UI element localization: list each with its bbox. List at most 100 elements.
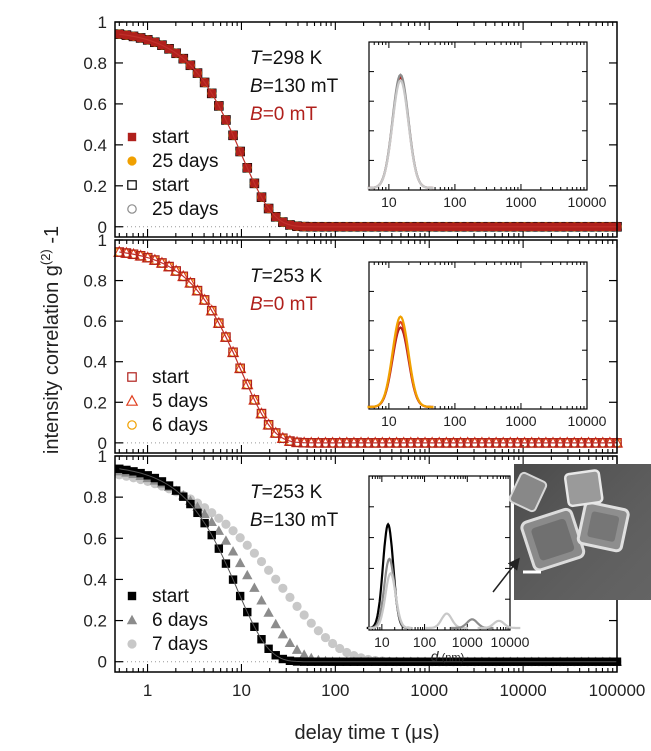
- legend-label: 25 days: [152, 199, 219, 220]
- legend-label: start: [152, 175, 190, 196]
- panel-3: 0 0.2 0.4 0.6 0.8 1 T=253 K B=130 mT start 6 days…: [83, 447, 645, 700]
- data-point: [150, 255, 160, 265]
- sem-micrograph-image: [508, 464, 651, 600]
- annotation-text: T=298 K: [250, 48, 323, 69]
- data-point: [291, 644, 303, 654]
- y-axis-title-main: intensity correlation g: [41, 265, 63, 454]
- y-tick-label: 0.8: [83, 488, 107, 507]
- legend-marker: [127, 420, 137, 430]
- inset-peak: [367, 315, 434, 409]
- annotation-text: B=0 mT: [250, 294, 317, 315]
- data-point: [284, 637, 296, 648]
- data-point: [220, 535, 232, 545]
- data-point: [306, 618, 316, 628]
- legend-label: start: [152, 367, 190, 388]
- annotation-value: =253 K: [262, 266, 323, 287]
- y-tick-label: 0.4: [83, 136, 107, 155]
- annotation-value: =253 K: [262, 482, 323, 503]
- annotation-value: =0 mT: [263, 294, 318, 315]
- y-tick-label: 0.2: [83, 177, 107, 196]
- annotation-text: B=130 mT: [250, 76, 339, 97]
- inset-peak: [367, 78, 434, 190]
- data-point: [213, 525, 225, 535]
- annotation-variable: B: [250, 510, 263, 531]
- data-point: [292, 601, 302, 611]
- inset-x-axis-title: d (nm): [431, 648, 464, 664]
- inset-x-tick-label: 100: [443, 194, 467, 210]
- y-tick-label: 1: [98, 13, 107, 32]
- data-point: [227, 546, 239, 556]
- x-tick-label: 100000: [589, 681, 646, 700]
- series-start: [115, 464, 622, 666]
- data-point: [263, 419, 274, 430]
- data-point: [270, 428, 281, 438]
- data-point: [264, 565, 274, 575]
- inset-x-tick-label: 10: [374, 634, 390, 650]
- annotation-text: T=253 K: [250, 482, 323, 503]
- y-tick-label: 0: [98, 218, 107, 237]
- inset-x-tick-label: 100: [413, 634, 437, 650]
- y-tick-label: 0.2: [83, 393, 107, 412]
- series-start: [115, 29, 622, 231]
- annotation-variable: B: [250, 104, 263, 125]
- data-point: [115, 29, 124, 39]
- inset-frame: [368, 261, 588, 410]
- y-tick-label: 1: [98, 231, 107, 250]
- fit-line: [119, 468, 617, 663]
- annotation-value: =130 mT: [263, 510, 339, 531]
- y-tick-label: 1: [98, 447, 107, 466]
- legend-marker: [127, 180, 137, 190]
- data-point: [178, 271, 189, 282]
- legend-label: start: [152, 586, 190, 607]
- data-point: [335, 643, 345, 654]
- x-tick-label: 100: [321, 681, 349, 700]
- annotation-variable: T: [250, 266, 263, 287]
- y-tick-label: 0: [98, 434, 107, 453]
- annotation-value: =130 mT: [263, 76, 339, 97]
- data-point: [235, 533, 245, 543]
- data-point: [256, 408, 267, 419]
- legend-marker: [127, 132, 137, 142]
- data-point: [234, 557, 246, 568]
- inset-x-tick-label: 1000: [505, 194, 536, 210]
- annotation-value: =0 mT: [263, 104, 318, 125]
- panels: 00.20.40.60.81T=298 KB=130 mTB=0 mTstart…: [83, 13, 645, 700]
- x-tick-label: 10: [232, 681, 251, 700]
- legend-marker: [126, 614, 138, 625]
- inset-frame: [368, 41, 588, 191]
- x-tick-label: 1: [143, 681, 152, 700]
- inset-x-tick-label: 1000: [505, 413, 536, 429]
- data-point: [128, 249, 139, 260]
- y-tick-label: 0.8: [83, 272, 107, 291]
- data-point: [285, 436, 295, 446]
- data-point: [327, 638, 338, 649]
- legend-marker: [125, 394, 139, 406]
- inset-peak: [477, 619, 521, 630]
- data-point: [299, 610, 309, 620]
- data-point: [199, 295, 210, 305]
- data-point: [221, 332, 231, 342]
- data-point: [249, 548, 259, 558]
- legend-marker: [127, 156, 137, 166]
- y-axis-title-superscript: (2): [38, 249, 53, 265]
- x-tick-label: 1000: [410, 681, 448, 700]
- inset-x-tick-label: 10: [381, 413, 397, 429]
- data-point: [192, 285, 203, 296]
- legend-label: 25 days: [152, 151, 219, 172]
- panel-2: 0 0.2 0.4 0.6 0.8 1 T=253 K B=0 mT start 5 days 6 …: [83, 231, 624, 454]
- data-point: [285, 592, 295, 602]
- annotation-text: B=130 mT: [250, 510, 339, 531]
- legend-marker: [127, 372, 137, 382]
- inset-x-tick-label: 10000: [491, 634, 530, 650]
- y-tick-label: 0.2: [83, 612, 107, 631]
- legend-label: 7 days: [152, 634, 208, 655]
- plot-frame: [114, 239, 618, 454]
- data-point: [249, 582, 260, 592]
- legend-label: start: [152, 127, 190, 148]
- inset-x-tick-label: 1000: [452, 634, 483, 650]
- fit-line: [119, 33, 617, 228]
- inset-pointer-arrow: [492, 557, 520, 593]
- annotation-variable: T: [250, 48, 263, 69]
- annotation-variable: T: [250, 482, 263, 503]
